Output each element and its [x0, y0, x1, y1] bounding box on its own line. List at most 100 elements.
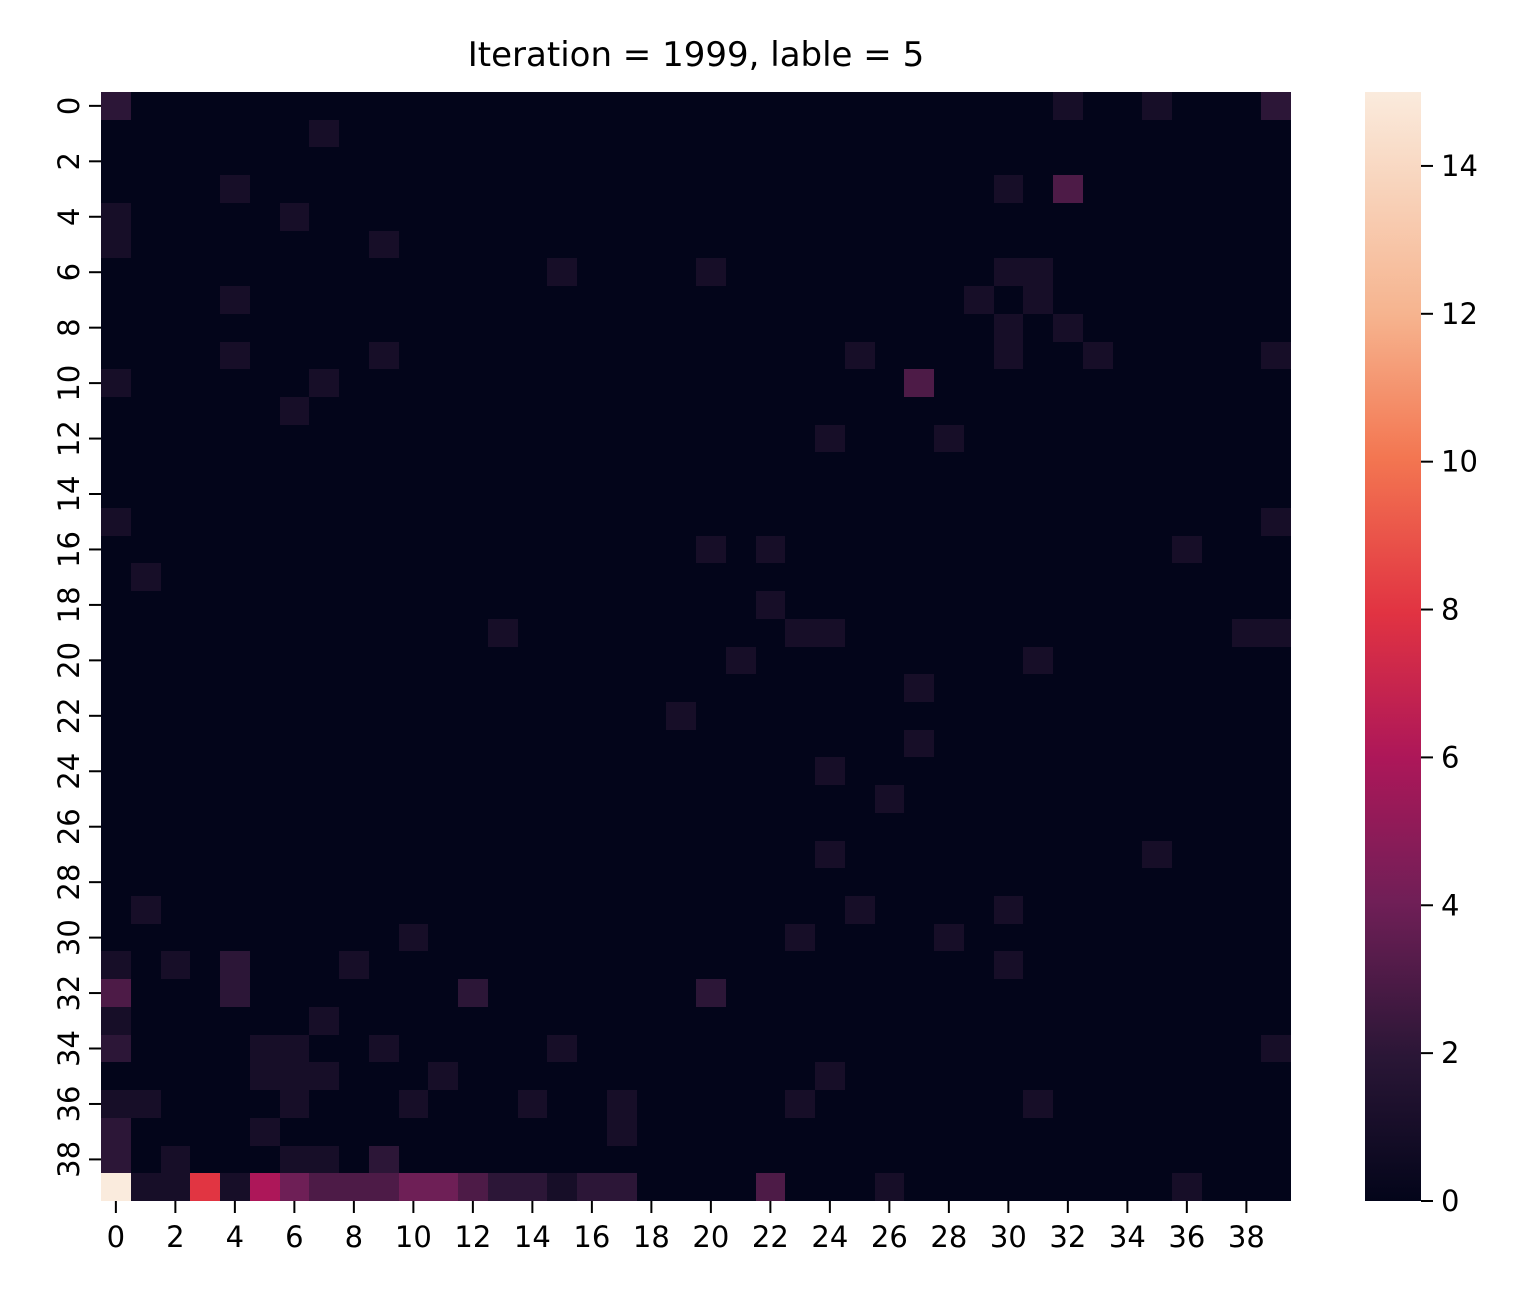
heatmap-cell	[577, 342, 607, 369]
heatmap-cell	[399, 203, 428, 231]
heatmap-cell	[428, 258, 458, 286]
y-tick-label: 28	[52, 864, 86, 901]
heatmap-cell	[696, 924, 726, 951]
heatmap-cell	[845, 1090, 875, 1118]
heatmap-cell	[934, 369, 964, 397]
heatmap-cell	[101, 868, 131, 896]
heatmap-cell	[1202, 896, 1232, 924]
heatmap-cell	[994, 231, 1023, 258]
heatmap-cell	[220, 508, 250, 536]
heatmap-cell	[666, 979, 696, 1007]
heatmap-cell	[1261, 730, 1291, 757]
heatmap-cell	[250, 1090, 280, 1118]
y-tick-label: 36	[52, 1086, 86, 1123]
heatmap-cell	[1202, 314, 1232, 342]
heatmap-cell	[1113, 647, 1142, 674]
heatmap-cell	[250, 1035, 280, 1062]
heatmap-cell	[1053, 896, 1083, 924]
heatmap-cell	[518, 702, 547, 730]
heatmap-cell	[1172, 203, 1202, 231]
heatmap-cell	[339, 369, 369, 397]
heatmap-cell	[458, 342, 488, 369]
y-tick-label: 0	[52, 97, 86, 115]
heatmap-cell	[339, 536, 369, 563]
heatmap-cell	[1023, 591, 1053, 619]
heatmap-cell	[518, 258, 547, 286]
heatmap-cell	[131, 203, 161, 231]
heatmap-cell	[190, 619, 220, 647]
heatmap-cell	[815, 1035, 845, 1062]
heatmap-cell	[547, 342, 577, 369]
heatmap-cell	[131, 452, 161, 480]
heatmap-cell	[250, 951, 280, 979]
heatmap-cell	[1202, 702, 1232, 730]
heatmap-cell	[815, 979, 845, 1007]
heatmap-cell	[369, 730, 399, 757]
heatmap-cell	[250, 868, 280, 896]
heatmap-cell	[369, 1090, 399, 1118]
heatmap-cell	[101, 120, 131, 147]
heatmap-cell	[101, 1146, 131, 1173]
heatmap-cell	[339, 841, 369, 868]
heatmap-cell	[131, 979, 161, 1007]
heatmap-cell	[934, 397, 964, 425]
heatmap-cell	[518, 147, 547, 175]
heatmap-cell	[339, 924, 369, 951]
heatmap-cell	[964, 702, 994, 730]
heatmap-cell	[339, 92, 369, 120]
heatmap-cell	[101, 951, 131, 979]
heatmap-cell	[845, 619, 875, 647]
heatmap-cell	[1261, 674, 1291, 702]
heatmap-cell	[458, 1090, 488, 1118]
heatmap-cell	[815, 702, 845, 730]
heatmap-cell	[875, 674, 904, 702]
heatmap-cell	[518, 868, 547, 896]
heatmap-cell	[190, 730, 220, 757]
heatmap-cell	[696, 647, 726, 674]
heatmap-cell	[1261, 1146, 1291, 1173]
heatmap-cell	[488, 757, 518, 785]
heatmap-cell	[1232, 1173, 1261, 1201]
heatmap-cell	[815, 951, 845, 979]
heatmap-cell	[845, 979, 875, 1007]
heatmap-cell	[1142, 868, 1172, 896]
heatmap-cell	[161, 480, 190, 508]
heatmap-cell	[696, 563, 726, 591]
heatmap-cell	[101, 1090, 131, 1118]
heatmap-cell	[666, 951, 696, 979]
heatmap-cell	[904, 1173, 934, 1201]
heatmap-cell	[369, 674, 399, 702]
heatmap-cell	[547, 1090, 577, 1118]
heatmap-cell	[666, 536, 696, 563]
heatmap-cell	[934, 1173, 964, 1201]
heatmap-cell	[666, 231, 696, 258]
heatmap-cell	[250, 369, 280, 397]
heatmap-cell	[1023, 951, 1053, 979]
heatmap-cell	[607, 1173, 637, 1201]
heatmap-cell	[518, 425, 547, 452]
heatmap-cell	[1113, 979, 1142, 1007]
heatmap-cell	[904, 314, 934, 342]
y-tick-label: 18	[52, 586, 86, 623]
heatmap-cell	[1142, 1062, 1172, 1090]
heatmap-cell	[1202, 1146, 1232, 1173]
heatmap-cell	[190, 702, 220, 730]
heatmap-cell	[994, 1062, 1023, 1090]
heatmap-cell	[934, 951, 964, 979]
heatmap-cell	[607, 1035, 637, 1062]
heatmap-cell	[756, 369, 785, 397]
heatmap-cell	[220, 1062, 250, 1090]
heatmap-cell	[577, 452, 607, 480]
heatmap-cell	[875, 868, 904, 896]
heatmap-cell	[666, 813, 696, 841]
heatmap-cell	[994, 841, 1023, 868]
heatmap-cell	[607, 258, 637, 286]
heatmap-cell	[637, 203, 666, 231]
heatmap-cell	[280, 1007, 309, 1035]
heatmap-cell	[101, 1062, 131, 1090]
heatmap-cell	[1113, 563, 1142, 591]
heatmap-cell	[875, 120, 904, 147]
heatmap-cell	[785, 1118, 815, 1146]
heatmap-cell	[458, 563, 488, 591]
heatmap-cell	[994, 92, 1023, 120]
